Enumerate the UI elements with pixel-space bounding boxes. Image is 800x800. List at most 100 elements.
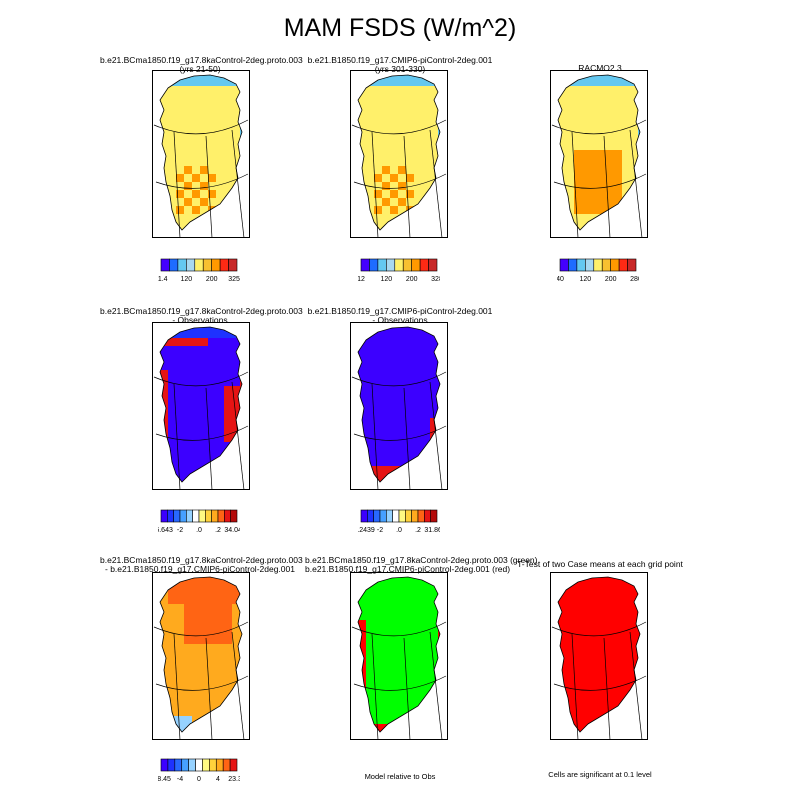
colorbar-tick-label: -2 bbox=[377, 527, 383, 534]
colorbar-svg: 11.4 120 200 325.3 bbox=[154, 258, 246, 283]
colorbar-swatch bbox=[559, 258, 569, 272]
colorbar-swatch bbox=[610, 258, 620, 272]
colorbar-swatch bbox=[394, 258, 404, 272]
map-panel-7 bbox=[350, 572, 448, 740]
colorbar-swatch bbox=[219, 258, 229, 272]
colorbar-swatch bbox=[402, 258, 412, 272]
colorbar-tick-label: 200 bbox=[406, 276, 418, 283]
colorbar-swatch bbox=[377, 258, 387, 272]
colorbar-swatch bbox=[230, 509, 238, 523]
colorbar-tick-label: 4 bbox=[216, 776, 220, 783]
colorbar-swatch bbox=[169, 258, 179, 272]
colorbar-swatch bbox=[411, 258, 421, 272]
colorbar-swatch bbox=[181, 758, 189, 772]
colorbar-swatch bbox=[386, 258, 396, 272]
panel-3-label: RACMO2.3 bbox=[578, 63, 622, 73]
colorbar-swatch bbox=[405, 509, 412, 523]
colorbar-swatch bbox=[428, 258, 438, 272]
colorbar-swatch bbox=[228, 258, 238, 272]
colorbar-tick-label: 40 bbox=[557, 276, 564, 283]
colorbar-swatch bbox=[167, 509, 174, 523]
colorbar-svg: 12 120 200 328 bbox=[357, 258, 443, 283]
colorbar-swatch bbox=[209, 758, 217, 772]
colorbar-swatch bbox=[373, 509, 381, 523]
colorbar-swatch bbox=[398, 509, 406, 523]
panel-6-label: b.e21.BCma1850.f19_g17.8kaControl-2deg.p… bbox=[100, 555, 303, 574]
colorbar-tick-label: .0 bbox=[396, 527, 402, 534]
colorbar-panel-3: 40 120 200 280 bbox=[556, 258, 642, 289]
colorbar-panel-2: 12 120 200 328 bbox=[357, 258, 443, 289]
colorbar-swatch bbox=[211, 509, 219, 523]
colorbar-swatch bbox=[379, 509, 387, 523]
figure-title: MAM FSDS (W/m^2) bbox=[283, 14, 517, 42]
colorbar-tick-label: .2 bbox=[415, 527, 421, 534]
colorbar-swatch bbox=[367, 509, 374, 523]
map-panel-1 bbox=[152, 70, 250, 238]
colorbar-panel-4: -46.643 -2 .0 .234.0451 bbox=[149, 509, 250, 540]
colorbar-svg: 40 120 200 280 bbox=[556, 258, 642, 283]
colorbar-swatch bbox=[601, 258, 611, 272]
colorbar-swatch bbox=[202, 258, 212, 272]
colorbar-swatch bbox=[229, 758, 238, 772]
colorbar-swatch bbox=[217, 509, 225, 523]
colorbar-tick-label: 280 bbox=[630, 276, 639, 283]
panel-2-label: b.e21.B1850.f19_g17.CMIP6-piControl-2deg… bbox=[307, 55, 493, 74]
colorbar-tick-label: -46.643 bbox=[158, 527, 173, 534]
colorbar-tick-label: 11.4 bbox=[158, 276, 168, 283]
colorbar-swatch bbox=[392, 509, 400, 523]
colorbar-swatch bbox=[224, 509, 231, 523]
colorbar-swatch bbox=[179, 509, 187, 523]
colorbar-tick-label: -18.45 bbox=[158, 776, 171, 783]
colorbar-swatch bbox=[430, 509, 438, 523]
colorbar-swatch bbox=[369, 258, 379, 272]
colorbar-swatch bbox=[160, 509, 168, 523]
colorbar-swatch bbox=[173, 509, 181, 523]
colorbar-tick-label: .2 bbox=[215, 527, 221, 534]
colorbar-tick-label: .0 bbox=[196, 527, 202, 534]
colorbar-swatch bbox=[186, 258, 196, 272]
colorbar-swatch bbox=[174, 758, 183, 772]
colorbar-swatch bbox=[186, 509, 193, 523]
colorbar-swatch bbox=[568, 258, 578, 272]
colorbar-tick-label: 325.3 bbox=[228, 276, 240, 283]
colorbar-swatch bbox=[160, 758, 169, 772]
colorbar-tick-label: 0 bbox=[197, 776, 201, 783]
colorbar-swatch bbox=[205, 509, 212, 523]
colorbar-swatch bbox=[618, 258, 628, 272]
colorbar-panel-5: -46.2439-2 .0 .231.8674 bbox=[347, 509, 450, 540]
map-panel-6 bbox=[152, 572, 250, 740]
colorbar-swatch bbox=[194, 258, 204, 272]
panel-4-label: b.e21.BCma1850.f19_g17.8kaControl-2deg.p… bbox=[100, 306, 303, 325]
colorbar-swatch bbox=[211, 258, 221, 272]
map-panel-4 bbox=[152, 322, 250, 490]
colorbar-tick-label: 23.37 bbox=[228, 776, 240, 783]
colorbar-tick-label: -2 bbox=[177, 527, 183, 534]
colorbar-swatch bbox=[222, 758, 231, 772]
colorbar-tick-label: 34.0451 bbox=[224, 527, 240, 534]
colorbar-tick-label: 120 bbox=[380, 276, 392, 283]
colorbar-tick-label: 200 bbox=[206, 276, 218, 283]
map-panel-8 bbox=[550, 572, 648, 740]
colorbar-swatch bbox=[195, 758, 203, 772]
colorbar-tick-label: 120 bbox=[579, 276, 591, 283]
colorbar-swatch bbox=[417, 509, 425, 523]
colorbar-swatch bbox=[627, 258, 637, 272]
panel-5-label: b.e21.B1850.f19_g17.CMIP6-piControl-2deg… bbox=[307, 306, 493, 325]
colorbar-swatch bbox=[419, 258, 429, 272]
colorbar-panel-1: 11.4 120 200 325.3 bbox=[154, 258, 246, 289]
colorbar-swatch bbox=[177, 258, 187, 272]
colorbar-tick-label: 120 bbox=[180, 276, 192, 283]
colorbar-swatch bbox=[585, 258, 595, 272]
map-panel-2 bbox=[350, 70, 448, 238]
colorbar-tick-label: 328 bbox=[431, 276, 440, 283]
colorbar-tick-label: -46.2439 bbox=[358, 527, 375, 534]
colorbar-swatch bbox=[360, 258, 370, 272]
colorbar-swatch bbox=[167, 758, 176, 772]
significance-note: Cells are significant at 0.1 level bbox=[548, 770, 652, 779]
colorbar-swatch bbox=[424, 509, 431, 523]
colorbar-swatch bbox=[188, 758, 196, 772]
panel-1-label: b.e21.BCma1850.f19_g17.8kaControl-2deg.p… bbox=[100, 55, 303, 74]
colorbar-swatch bbox=[160, 258, 170, 272]
map-panel-5 bbox=[350, 322, 448, 490]
colorbar-svg: -46.2439-2 .0 .231.8674 bbox=[347, 509, 450, 534]
